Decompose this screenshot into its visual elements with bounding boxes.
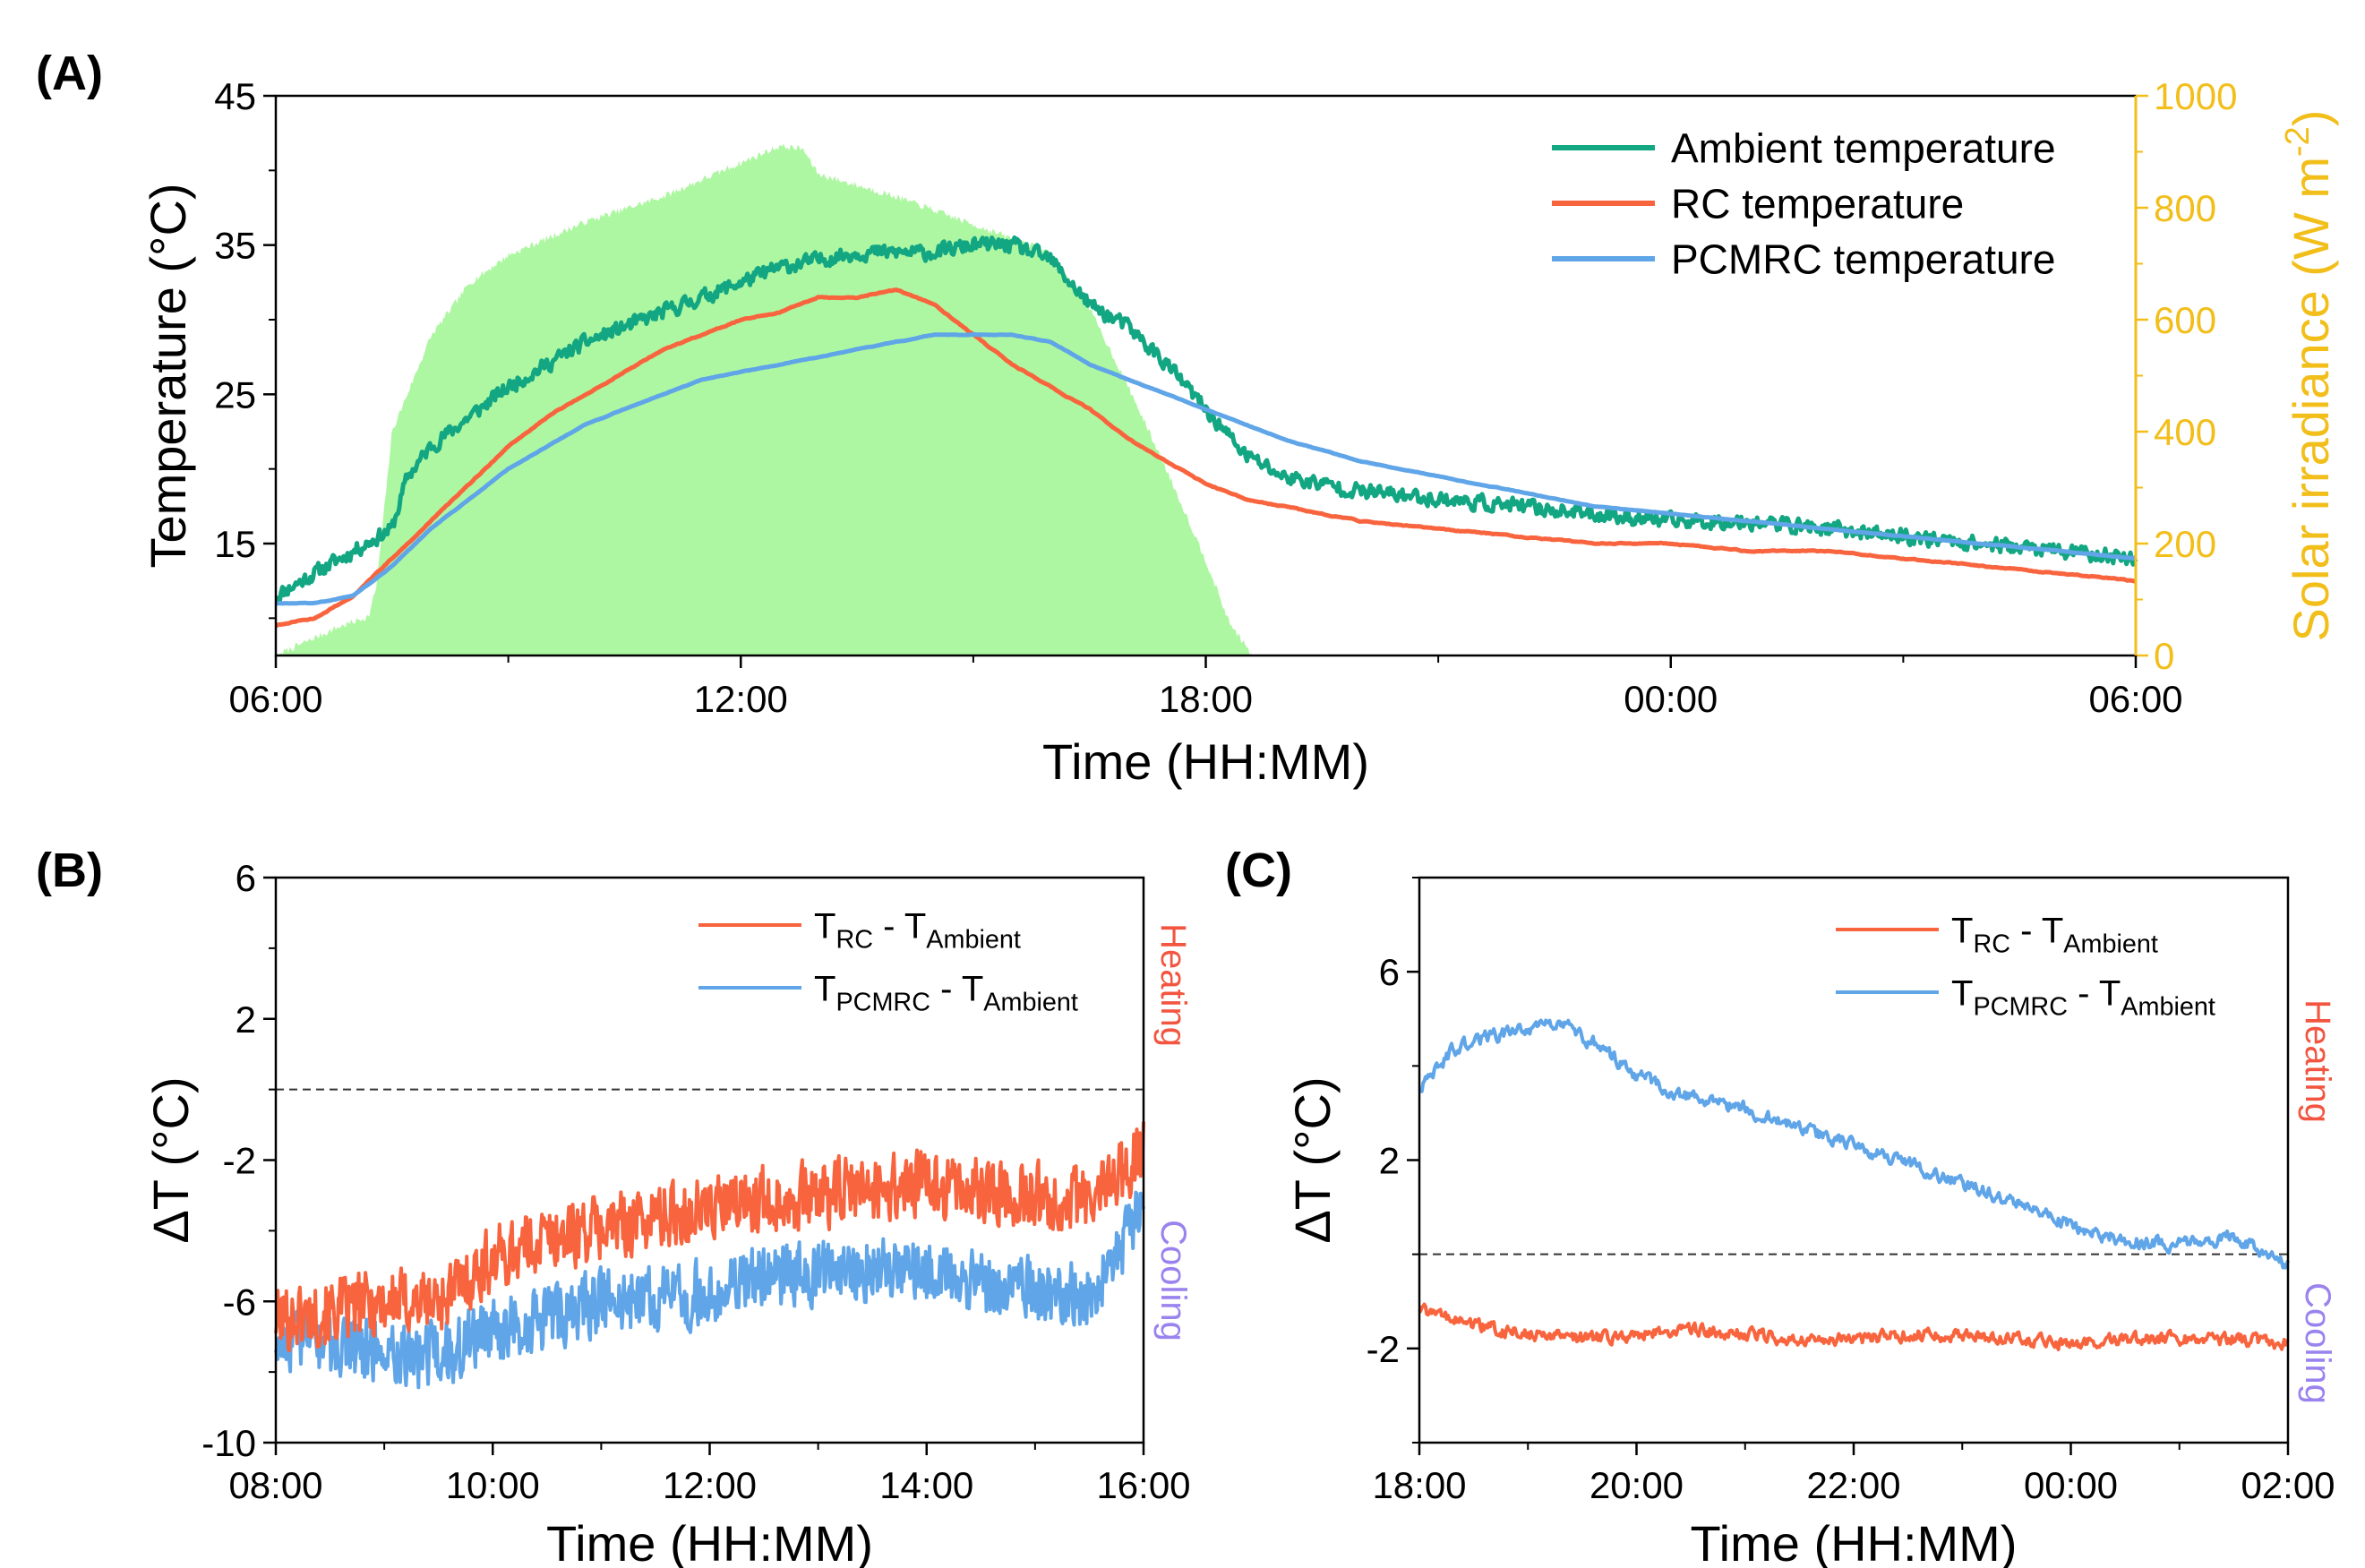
y2-tick-label-a: 600 — [2154, 299, 2216, 341]
heating-label-c: Heating — [2298, 999, 2337, 1123]
y2-tick-label-a: 0 — [2154, 635, 2174, 677]
x-tick-label-b: 08:00 — [228, 1464, 322, 1506]
cooling-label-c: Cooling — [2298, 1282, 2337, 1404]
y-axis-label-b: ΔT (°C) — [142, 1076, 199, 1243]
x-tick-label-a: 18:00 — [1159, 678, 1253, 720]
pcmrc-temperature-line — [275, 332, 2137, 606]
legend-rc-label: RC temperature — [1671, 181, 1964, 227]
x-tick-label-b: 12:00 — [663, 1464, 757, 1506]
legend-pcmrc-delta-b-t1: T — [814, 969, 835, 1008]
x-tick-label-b: 10:00 — [446, 1464, 540, 1506]
solar-irradiance-area — [276, 143, 1253, 655]
heating-label-b: Heating — [1153, 923, 1193, 1047]
panel-c: -2 2 6 18:00 20:00 22:00 00:00 02:00 Time (HH:MM… — [1284, 876, 2337, 1568]
y2-axis-label-a: Solar irradiance (W m-2) — [2279, 110, 2339, 642]
y-axis-label-a: Temperature (°C) — [140, 183, 196, 568]
x-tick-label-c: 20:00 — [1590, 1464, 1684, 1506]
x-tick-label-a: 00:00 — [1624, 678, 1718, 720]
legend-pcmrc-delta-c-mid: - T — [2068, 973, 2121, 1013]
pcmrc-delta-line-b — [274, 1190, 1145, 1390]
panel-label-b: (B) — [36, 844, 103, 897]
legend-rc-delta-b-mid: - T — [873, 906, 926, 946]
y2-tick-label-a: 400 — [2154, 411, 2216, 453]
legend-pcmrc-delta-c-label: TPCMRC - TAmbient — [1951, 973, 2215, 1021]
panel-b: -10 -6 -2 2 6 08:00 10:00 12:00 14:00 16:00 Time (… — [142, 857, 1193, 1568]
legend-pcmrc-delta-b-mid: - T — [930, 969, 983, 1008]
legend-pcmrc-label: PCMRC temperature — [1671, 236, 2055, 283]
legend-rc-delta-c-mid: - T — [2010, 911, 2063, 950]
legend-pcmrc-delta-b-sub2: Ambient — [983, 989, 1078, 1017]
panel-a: 15 25 35 45 0 200 400 600 800 1000 06:00 12:00 18:00… — [140, 75, 2339, 790]
panel-label-a: (A) — [36, 47, 103, 100]
legend-rc-delta-c-sub1: RC — [1973, 930, 2010, 959]
x-tick-label-a: 06:00 — [2088, 678, 2182, 720]
y2-label-sup: -2 — [2279, 126, 2317, 157]
y-tick-label-b: 6 — [236, 857, 256, 899]
y-tick-label-a: 35 — [214, 225, 256, 267]
legend-pcmrc-delta-c-t1: T — [1951, 973, 1973, 1013]
x-tick-label-b: 14:00 — [879, 1464, 973, 1506]
rc-temperature-line — [275, 287, 2137, 629]
x-tick-label-c: 00:00 — [2024, 1464, 2118, 1506]
legend-rc-delta-b-sub1: RC — [835, 926, 873, 955]
pcmrc-delta-line-c — [1418, 1018, 2290, 1270]
y-tick-label-a: 15 — [214, 523, 256, 565]
y-tick-label-b: -10 — [201, 1422, 256, 1464]
legend-pcmrc-delta-c-sub1: PCMRC — [1973, 993, 2068, 1022]
y2-tick-label-a: 800 — [2154, 187, 2216, 229]
legend-rc-delta-c-sub2: Ambient — [2063, 930, 2158, 959]
legend-pcmrc-delta-c-sub2: Ambient — [2121, 993, 2215, 1022]
x-tick-label-a: 12:00 — [694, 678, 788, 720]
x-axis-label-a: Time (HH:MM) — [1042, 733, 1369, 790]
legend-pcmrc-delta-b-sub1: PCMRC — [835, 989, 930, 1017]
legend-rc-delta-b-t1: T — [814, 906, 835, 946]
y-tick-label-c: 6 — [1379, 951, 1400, 993]
plot-frame-c — [1418, 876, 2290, 1444]
y-tick-label-c: -2 — [1367, 1328, 1400, 1370]
x-tick-label-c: 02:00 — [2241, 1464, 2335, 1506]
y2-label-end: ) — [2283, 110, 2339, 127]
y-axis-label-c: ΔT (°C) — [1284, 1076, 1341, 1243]
y-tick-label-b: 2 — [236, 998, 256, 1041]
legend-rc-delta-c-label: TRC - TAmbient — [1951, 911, 2158, 958]
rc-delta-line-b — [274, 1121, 1145, 1353]
x-axis-label-c: Time (HH:MM) — [1691, 1515, 2018, 1568]
y2-tick-label-a: 1000 — [2154, 75, 2237, 117]
cooling-label-b: Cooling — [1153, 1220, 1193, 1341]
x-tick-label-c: 18:00 — [1372, 1464, 1466, 1506]
x-tick-label-b: 16:00 — [1096, 1464, 1190, 1506]
y-tick-label-b: -2 — [223, 1140, 256, 1182]
y2-label-main: Solar irradiance (W m — [2283, 157, 2339, 641]
x-tick-label-c: 22:00 — [1806, 1464, 1900, 1506]
x-tick-label-a: 06:00 — [228, 678, 322, 720]
y-tick-label-b: -6 — [223, 1281, 256, 1323]
y2-tick-label-a: 200 — [2154, 523, 2216, 565]
legend-rc-delta-b-label: TRC - TAmbient — [814, 906, 1021, 954]
legend-ambient-label: Ambient temperature — [1671, 125, 2056, 172]
legend-rc-delta-b-sub2: Ambient — [926, 926, 1021, 955]
x-axis-label-b: Time (HH:MM) — [546, 1515, 873, 1568]
legend-pcmrc-delta-b-label: TPCMRC - TAmbient — [814, 969, 1078, 1016]
panel-label-c: (C) — [1225, 844, 1292, 897]
legend-rc-delta-c-t1: T — [1951, 911, 1973, 950]
y-tick-label-c: 2 — [1379, 1140, 1400, 1182]
y-tick-label-a: 45 — [214, 75, 256, 117]
y-tick-label-a: 25 — [214, 373, 256, 416]
rc-delta-line-c — [1418, 1302, 2290, 1351]
